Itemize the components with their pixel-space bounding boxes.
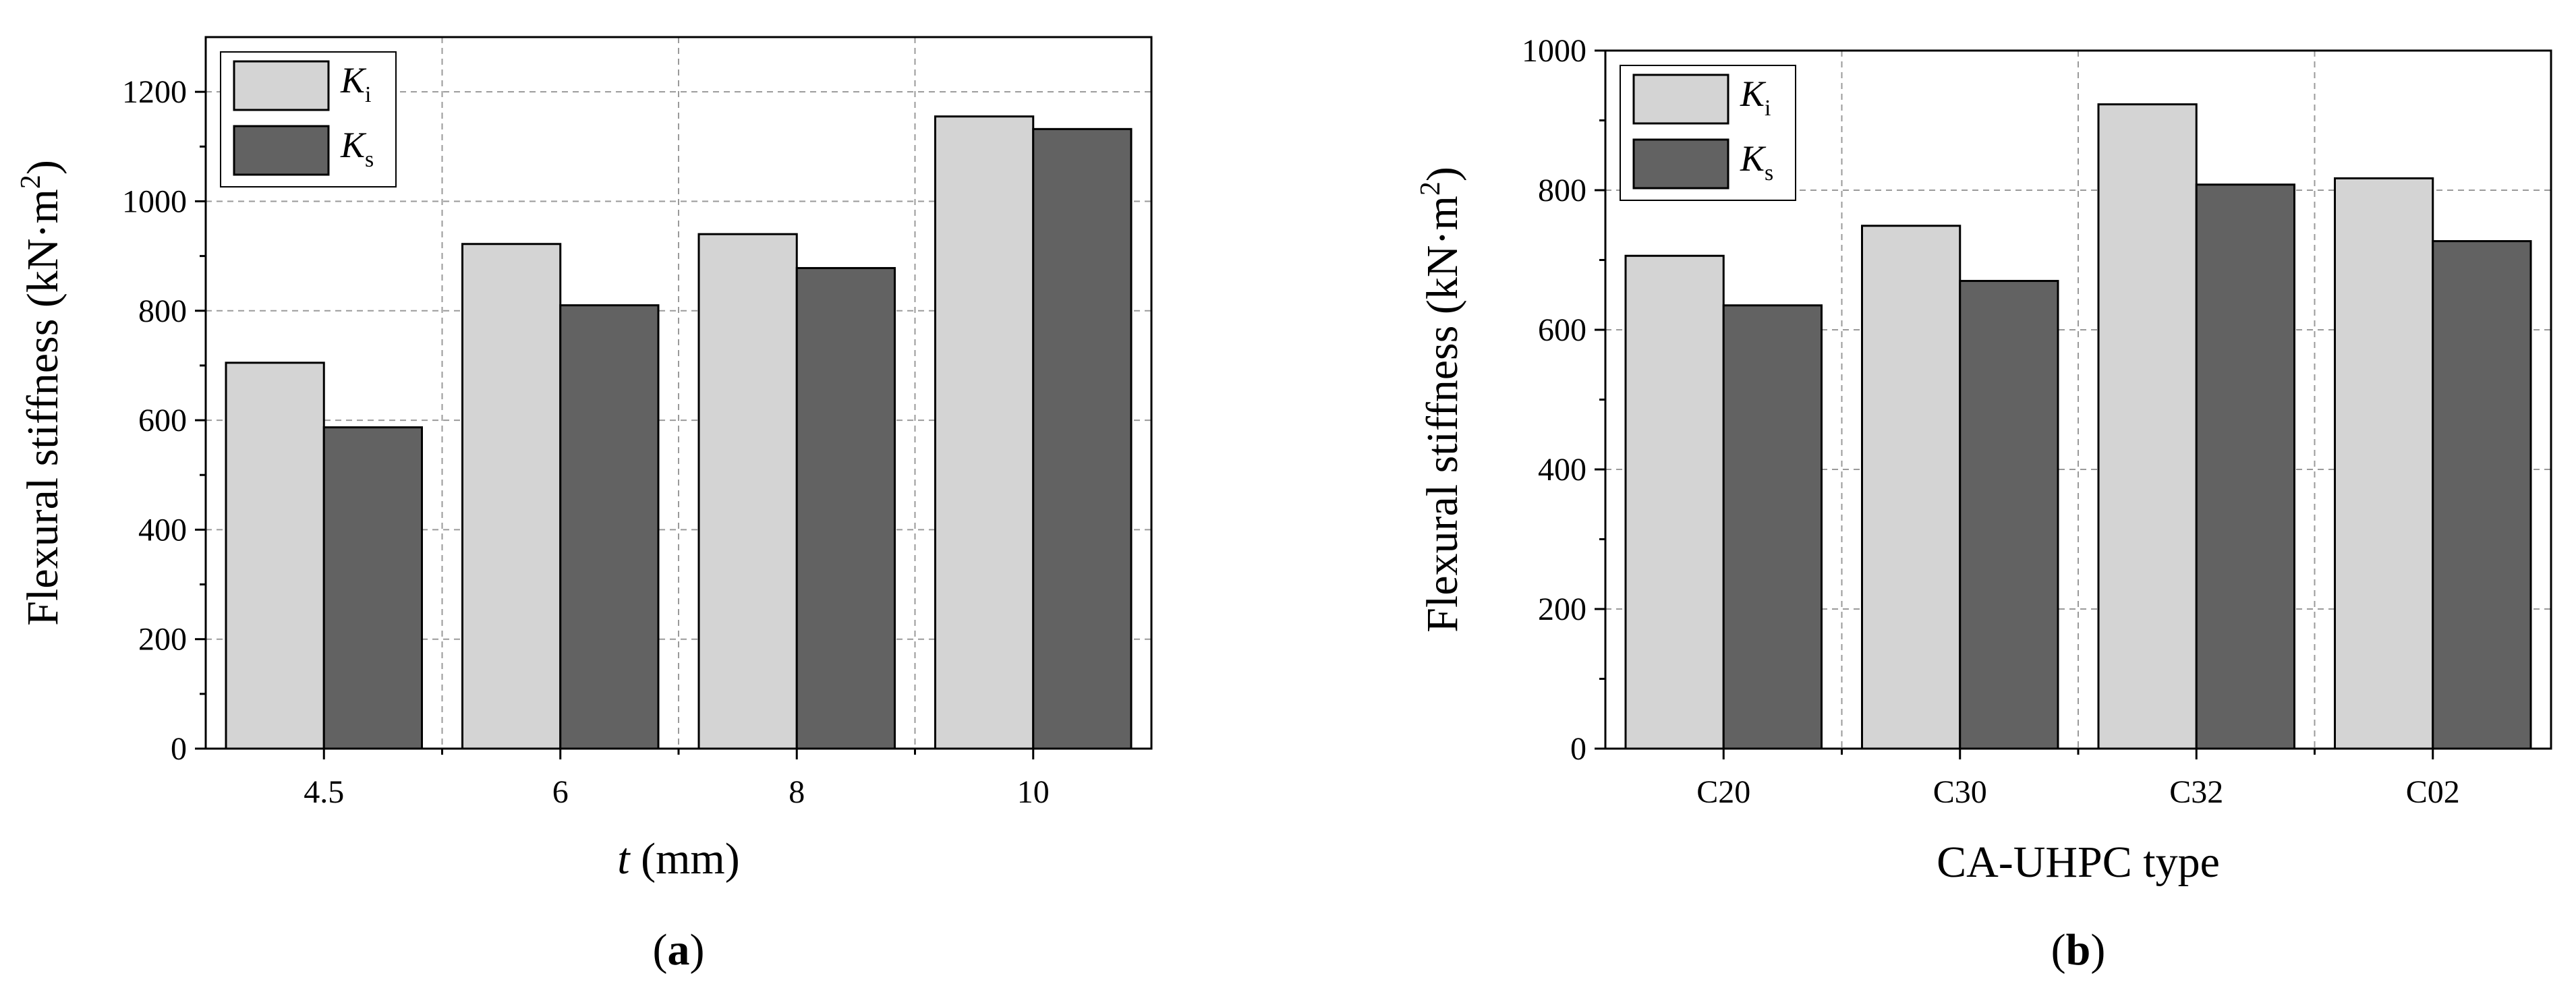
legend-label-sub: s <box>365 147 374 172</box>
y-axis-title-close: ) <box>18 160 67 175</box>
x-tick-label: C20 <box>1696 774 1750 810</box>
bar-Ki-6 <box>461 243 562 750</box>
x-tick-label: 10 <box>1017 774 1050 810</box>
y-tick-label: 0 <box>171 731 187 767</box>
x-axis-title: t (mm) <box>617 834 739 884</box>
y-axis-title-text: Flexural stiffness (kN·m <box>1418 196 1467 633</box>
bar-Ki-C02 <box>2334 177 2434 750</box>
panel-label: (a) <box>653 925 705 975</box>
bar-Ki-C30 <box>1861 225 1962 750</box>
x-tick-label: C32 <box>2169 774 2223 810</box>
panel-label-open: ( <box>2051 925 2066 975</box>
panel-label-close: ) <box>2090 925 2105 975</box>
legend-label-Ki: Ki <box>1740 74 1771 121</box>
x-tick-label: 8 <box>789 774 805 810</box>
legend-swatch-Ks <box>1632 138 1729 190</box>
legend-label-Ks: Ks <box>1740 138 1773 185</box>
legend-swatch-Ki <box>233 60 330 111</box>
bar-Ks-C30 <box>1959 280 2059 750</box>
bar-Ki-C20 <box>1624 254 1725 750</box>
bar-Ks-4.5 <box>322 426 423 750</box>
y-tick-label: 400 <box>1538 452 1586 488</box>
y-tick-label: 600 <box>138 403 187 438</box>
y-tick-label: 200 <box>138 622 187 658</box>
y-tick-label: 600 <box>1538 312 1586 348</box>
y-tick-label: 1200 <box>122 74 187 110</box>
x-tick-label: 6 <box>552 774 569 810</box>
legend-label-Ki: Ki <box>340 60 371 107</box>
y-tick-label: 0 <box>1570 731 1586 767</box>
panel-label: (b) <box>2051 925 2106 975</box>
y-tick-label: 1000 <box>1522 33 1586 69</box>
bar-Ki-4.5 <box>225 361 325 750</box>
y-tick-label: 400 <box>138 512 187 548</box>
legend-swatch-Ks <box>233 125 330 176</box>
x-axis-title-text: CA-UHPC type <box>1937 838 2220 887</box>
y-axis-title: Flexural stiffness (kN·m2) <box>1415 167 1467 633</box>
bar-Ki-C32 <box>2097 103 2198 750</box>
y-tick-label: 800 <box>138 293 187 329</box>
x-axis-title-var: t <box>617 834 631 884</box>
y-tick-label: 200 <box>1538 591 1586 627</box>
y-axis-title-text: Flexural stiffness (kN·m <box>18 189 67 626</box>
y-axis-title-sup: 2 <box>16 175 47 189</box>
x-tick-label: 4.5 <box>304 774 344 810</box>
legend-label-sub: i <box>1765 96 1771 121</box>
x-axis-title: CA-UHPC type <box>1937 838 2220 887</box>
bar-Ks-C02 <box>2432 240 2532 750</box>
panel-label-close: ) <box>690 925 705 975</box>
bar-Ks-C32 <box>2195 183 2295 750</box>
y-axis-title-close: ) <box>1418 167 1467 181</box>
legend-label-main: K <box>340 125 367 165</box>
y-axis-title-sup: 2 <box>1415 181 1446 196</box>
bar-Ks-10 <box>1032 127 1133 750</box>
panel-a-chart: 0 200 400 600 800 1000 1200 4.5 6 8 10 t (mm) Flexur… <box>16 36 1153 975</box>
bar-Ks-8 <box>795 266 896 750</box>
y-tick-label: 1000 <box>122 183 187 219</box>
legend-label-Ks: Ks <box>340 125 374 172</box>
bar-Ki-8 <box>697 233 798 750</box>
y-tick-label: 800 <box>1538 173 1586 208</box>
panel-label-open: ( <box>653 925 668 975</box>
x-tick-label: C02 <box>2406 774 2460 810</box>
x-tick-label: C30 <box>1933 774 1987 810</box>
panel-b-chart: 0 200 400 600 800 1000 C20 C30 C32 C02 CA-UHPC typ… <box>1415 33 2552 975</box>
legend-label-sub: s <box>1765 161 1773 185</box>
panel-label-letter: b <box>2066 925 2091 975</box>
legend-label-main: K <box>340 60 367 100</box>
bar-Ki-10 <box>934 115 1035 750</box>
x-axis-title-text: (mm) <box>630 834 740 884</box>
bar-Ks-C20 <box>1722 304 1823 750</box>
bar-Ks-6 <box>559 304 660 750</box>
legend-label-main: K <box>1740 74 1767 114</box>
legend-label-main: K <box>1740 138 1767 179</box>
y-axis-title: Flexural stiffness (kN·m2) <box>16 160 67 626</box>
panel-label-letter: a <box>668 925 690 975</box>
legend-label-sub: i <box>365 82 371 107</box>
legend-swatch-Ki <box>1632 74 1729 125</box>
